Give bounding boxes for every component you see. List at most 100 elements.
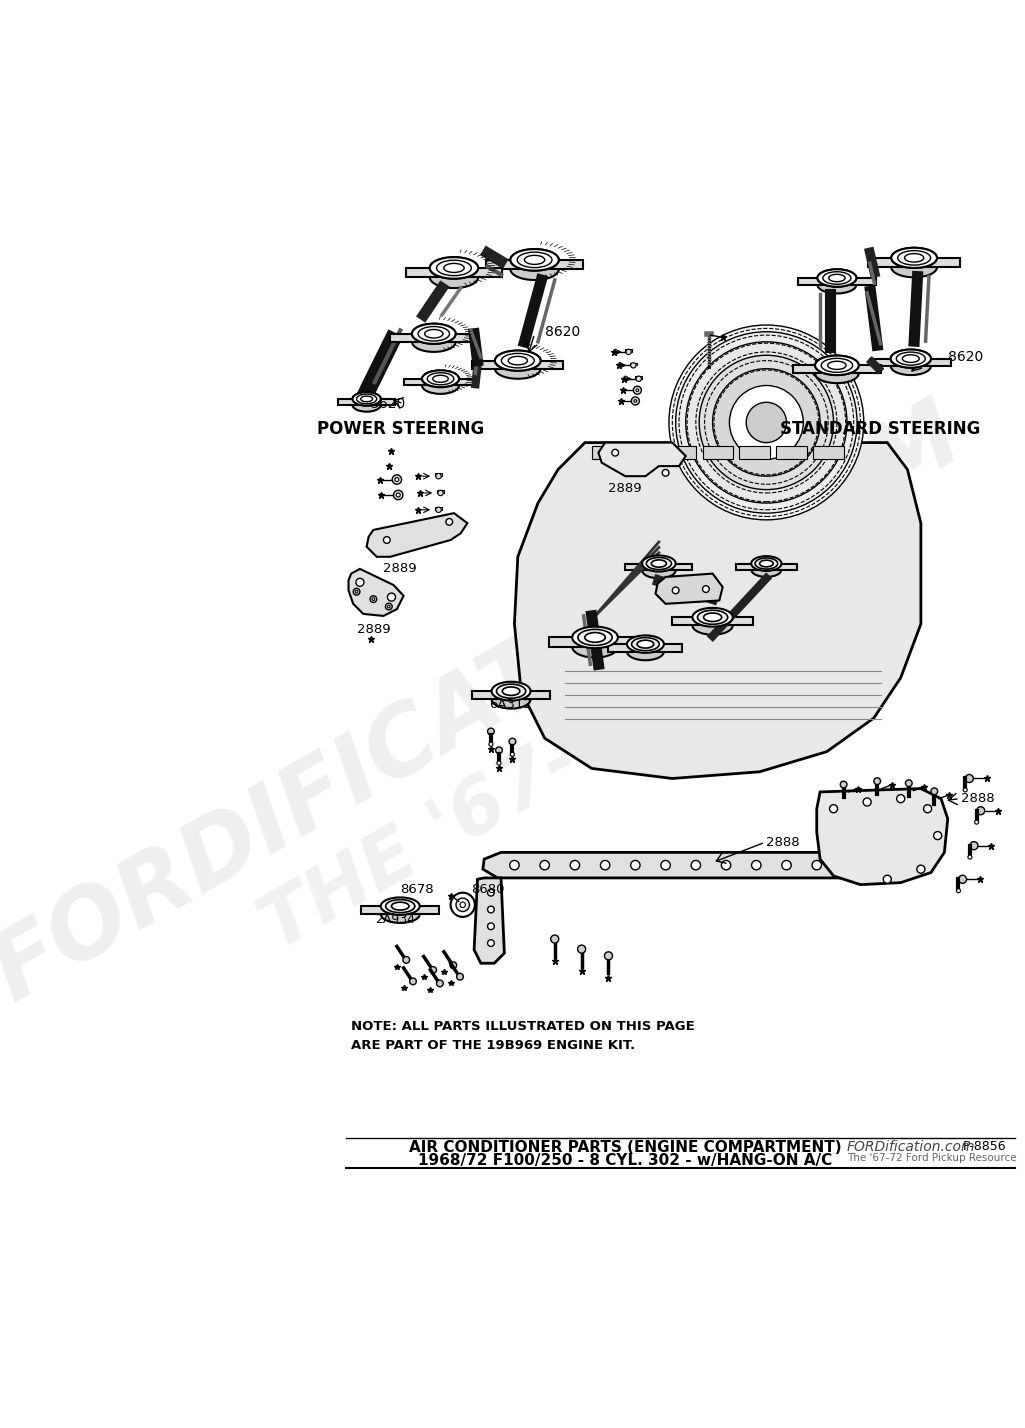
Ellipse shape [525, 256, 544, 264]
Text: FORDification.com: FORDification.com [847, 1140, 976, 1154]
Ellipse shape [495, 350, 540, 371]
Ellipse shape [353, 398, 380, 411]
Ellipse shape [422, 377, 459, 394]
Circle shape [383, 537, 391, 544]
Circle shape [446, 518, 453, 526]
Circle shape [924, 805, 932, 813]
Circle shape [450, 962, 457, 968]
Polygon shape [630, 363, 637, 366]
Text: 2889: 2889 [383, 563, 417, 575]
Ellipse shape [647, 557, 671, 570]
Polygon shape [814, 446, 844, 460]
Ellipse shape [815, 356, 859, 376]
Polygon shape [656, 574, 723, 604]
Circle shape [675, 331, 857, 513]
Circle shape [840, 781, 847, 788]
Circle shape [634, 400, 637, 403]
Ellipse shape [429, 257, 478, 278]
Ellipse shape [697, 610, 728, 624]
Ellipse shape [353, 393, 380, 406]
Circle shape [782, 861, 791, 870]
Polygon shape [436, 507, 442, 510]
Ellipse shape [821, 358, 853, 373]
Circle shape [702, 585, 709, 593]
Ellipse shape [751, 563, 781, 577]
Ellipse shape [892, 257, 937, 277]
Polygon shape [361, 907, 439, 914]
Circle shape [661, 861, 670, 870]
Polygon shape [473, 361, 564, 368]
Text: FORDIFICATION.COM: FORDIFICATION.COM [0, 388, 978, 1020]
Circle shape [395, 477, 399, 481]
Ellipse shape [897, 250, 932, 266]
Circle shape [393, 476, 402, 484]
Ellipse shape [436, 260, 473, 276]
Ellipse shape [817, 270, 856, 287]
Circle shape [601, 861, 610, 870]
Polygon shape [406, 268, 502, 277]
Circle shape [356, 590, 358, 593]
Circle shape [436, 474, 441, 478]
Circle shape [438, 490, 443, 496]
Text: THE '67-72: THE '67-72 [249, 671, 686, 967]
Polygon shape [672, 617, 753, 625]
Circle shape [451, 892, 475, 917]
Text: The '67-72 Ford Pickup Resource: The '67-72 Ford Pickup Resource [847, 1152, 1017, 1162]
Circle shape [354, 588, 360, 595]
Circle shape [387, 593, 396, 601]
Ellipse shape [357, 394, 377, 404]
Circle shape [436, 507, 441, 513]
Ellipse shape [418, 327, 450, 341]
Ellipse shape [437, 260, 472, 276]
Circle shape [385, 603, 393, 610]
Ellipse shape [427, 373, 454, 384]
Circle shape [686, 341, 847, 503]
Ellipse shape [898, 250, 931, 266]
Ellipse shape [495, 350, 540, 371]
Polygon shape [817, 788, 948, 884]
Ellipse shape [817, 276, 856, 293]
Circle shape [699, 356, 833, 490]
Ellipse shape [751, 555, 781, 571]
Circle shape [612, 450, 618, 456]
Ellipse shape [426, 373, 454, 386]
Text: NOTE: ALL PARTS ILLUSTRATED ON THIS PAGE
ARE PART OF THE 19B969 ENGINE KIT.: NOTE: ALL PARTS ILLUSTRATED ON THIS PAGE… [352, 1021, 695, 1052]
Polygon shape [436, 474, 442, 476]
Ellipse shape [892, 248, 937, 268]
Circle shape [970, 841, 978, 850]
Circle shape [897, 794, 905, 803]
Circle shape [916, 865, 925, 873]
Circle shape [669, 326, 864, 520]
Circle shape [812, 861, 821, 870]
Polygon shape [515, 443, 920, 778]
Ellipse shape [760, 560, 773, 567]
Ellipse shape [829, 274, 845, 281]
Polygon shape [475, 878, 504, 964]
Polygon shape [739, 446, 770, 460]
Text: P-8856: P-8856 [962, 1140, 1007, 1154]
Circle shape [751, 861, 761, 870]
Ellipse shape [429, 267, 478, 288]
Text: 1968/72 F100/250 - 8 CYL. 302 - w/HANG-ON A/C: 1968/72 F100/250 - 8 CYL. 302 - w/HANG-O… [418, 1152, 832, 1168]
Ellipse shape [572, 627, 618, 648]
Ellipse shape [502, 687, 520, 695]
Ellipse shape [412, 324, 456, 344]
Ellipse shape [507, 356, 528, 366]
Circle shape [863, 798, 871, 805]
Ellipse shape [651, 560, 666, 567]
Ellipse shape [392, 902, 409, 910]
Ellipse shape [356, 394, 377, 404]
Circle shape [626, 350, 631, 354]
Ellipse shape [578, 630, 612, 645]
Ellipse shape [815, 364, 859, 383]
Text: AIR CONDITIONER PARTS (ENGINE COMPARTMENT): AIR CONDITIONER PARTS (ENGINE COMPARTMEN… [409, 1141, 842, 1155]
Circle shape [488, 728, 494, 735]
Ellipse shape [360, 396, 373, 401]
Circle shape [633, 386, 642, 394]
Circle shape [497, 761, 501, 765]
Ellipse shape [508, 357, 528, 366]
Ellipse shape [827, 361, 847, 370]
Circle shape [550, 935, 559, 942]
Text: 2888: 2888 [767, 835, 800, 848]
Ellipse shape [517, 251, 552, 268]
